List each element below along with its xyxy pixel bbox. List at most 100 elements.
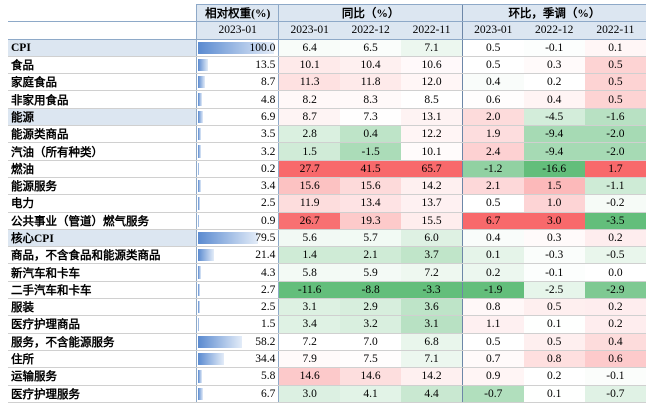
value-cell: 3.1	[278, 298, 341, 317]
value-cell: 6.5	[340, 39, 402, 57]
period-cell: 2023-01	[461, 21, 524, 40]
value-cell: 12.0	[401, 73, 463, 92]
table-row: 住所 34.4 7.9 7.5 7.1 0.7 0.8 0.6	[8, 350, 646, 369]
header-cell: 同比（%）	[278, 3, 463, 23]
row-label: 核心CPI	[8, 229, 197, 248]
value-cell: 1.5	[278, 142, 341, 161]
weight-bar	[198, 266, 202, 279]
value-cell: -16.6	[523, 160, 585, 178]
weight-value: 2.5	[260, 301, 276, 314]
value-cell: 0.0	[584, 263, 646, 282]
table-row: 服装 2.5 3.1 2.9 3.6 0.8 0.5 0.2	[8, 298, 646, 317]
value-cell: 3.1	[401, 315, 463, 334]
value-cell: 0.4	[523, 90, 585, 109]
value-cell: 15.6	[278, 177, 341, 196]
value-cell: 7.2	[278, 333, 341, 351]
table-row: 食品 13.5 10.1 10.4 10.6 0.5 0.3 0.5	[8, 56, 646, 75]
weight-bar	[198, 128, 201, 141]
weight-bar	[198, 145, 201, 158]
row-label: 食品	[8, 56, 197, 75]
value-cell: 3.6	[401, 298, 463, 317]
row-label: 住所	[8, 350, 197, 369]
weight-value: 21.4	[255, 249, 276, 262]
row-label: 二手汽车和卡车	[8, 281, 197, 300]
value-cell: 0.5	[461, 56, 524, 75]
weight-bar	[198, 231, 259, 245]
value-cell: -0.7	[461, 385, 524, 403]
value-cell: 0.2	[584, 229, 646, 248]
weight-cell: 6.9	[196, 108, 280, 127]
blank-cell	[8, 4, 197, 23]
value-cell: 2.4	[461, 142, 524, 161]
value-cell: 8.5	[401, 90, 463, 109]
weight-value: 4.8	[260, 93, 276, 106]
row-label: 能源	[8, 108, 197, 127]
value-cell: -11.6	[278, 281, 341, 300]
row-label: 燃油	[8, 160, 197, 178]
weight-cell: 79.5	[196, 229, 280, 248]
value-cell: -0.1	[523, 39, 585, 57]
weight-value: 34.4	[255, 353, 276, 366]
weight-value: 100.0	[249, 41, 276, 54]
weight-bar	[198, 197, 200, 210]
value-cell: 5.7	[340, 229, 402, 248]
value-cell: 10.1	[401, 142, 463, 161]
value-cell: 0.5	[523, 333, 585, 351]
value-cell: 11.3	[278, 73, 341, 92]
row-label: 能源类商品	[8, 125, 197, 144]
row-label: 服务，不含能源服务	[8, 333, 197, 351]
weight-cell: 8.7	[196, 73, 280, 92]
value-cell: 0.8	[523, 350, 585, 369]
weight-bar	[198, 214, 199, 227]
value-cell: 0.1	[523, 315, 585, 334]
weight-value: 8.7	[260, 76, 276, 89]
weight-value: 0.9	[260, 214, 276, 227]
weight-value: 0.2	[260, 162, 276, 175]
value-cell: 13.1	[401, 108, 463, 127]
value-cell: 6.0	[401, 229, 463, 248]
weight-bar	[198, 93, 202, 106]
value-cell: 41.5	[340, 160, 402, 178]
value-cell: 6.8	[401, 333, 463, 351]
row-label: 家庭食品	[8, 73, 197, 92]
row-label: CPI	[8, 39, 197, 57]
value-cell: -2.5	[523, 281, 585, 300]
value-cell: -0.5	[584, 246, 646, 265]
value-cell: -1.9	[461, 281, 524, 300]
row-label: 新汽车和卡车	[8, 263, 197, 282]
value-cell: 6.4	[278, 39, 341, 57]
weight-bar	[198, 318, 200, 331]
table-row: 公共事业（管道）燃气服务 0.9 26.7 19.3 15.5 6.7 3.0 -3.5	[8, 212, 646, 230]
value-cell: 27.7	[278, 160, 341, 178]
row-label: 医疗护理商品	[8, 315, 197, 334]
weight-cell: 13.5	[196, 56, 280, 75]
header-cell: 相对权重(%)	[196, 3, 280, 23]
weight-bar	[198, 370, 203, 383]
value-cell: 0.1	[461, 246, 524, 265]
value-cell: 7.3	[340, 108, 402, 127]
value-cell: 4.4	[401, 385, 463, 403]
weight-bar	[198, 335, 243, 348]
value-cell: 0.2	[523, 73, 585, 92]
weight-value: 2.5	[260, 197, 276, 210]
value-cell: 3.4	[278, 315, 341, 334]
value-cell: 0.2	[523, 367, 585, 386]
value-cell: 7.2	[401, 263, 463, 282]
value-cell: 1.7	[584, 160, 646, 178]
value-cell: 19.3	[340, 212, 402, 230]
value-cell: 0.2	[584, 298, 646, 317]
value-cell: 5.8	[278, 263, 341, 282]
value-cell: 0.5	[584, 73, 646, 92]
weight-bar	[198, 110, 204, 124]
table-row: 核心CPI 79.5 5.6 5.7 6.0 0.4 0.3 0.2	[8, 229, 646, 248]
value-cell: 15.6	[340, 177, 402, 196]
weight-value: 3.4	[260, 180, 276, 193]
weight-value: 3.5	[260, 128, 276, 141]
value-cell: 0.2	[584, 315, 646, 334]
row-label: 公共事业（管道）燃气服务	[8, 212, 197, 230]
value-cell: 11.8	[340, 73, 402, 92]
table-row: 非家用食品 4.8 8.2 8.3 8.5 0.6 0.4 0.5	[8, 90, 646, 109]
value-cell: -0.1	[523, 263, 585, 282]
table-row: 商品，不含食品和能源类商品 21.4 1.4 2.1 3.7 0.1 -0.3 -0.5	[8, 246, 646, 265]
value-cell: 0.2	[461, 263, 524, 282]
